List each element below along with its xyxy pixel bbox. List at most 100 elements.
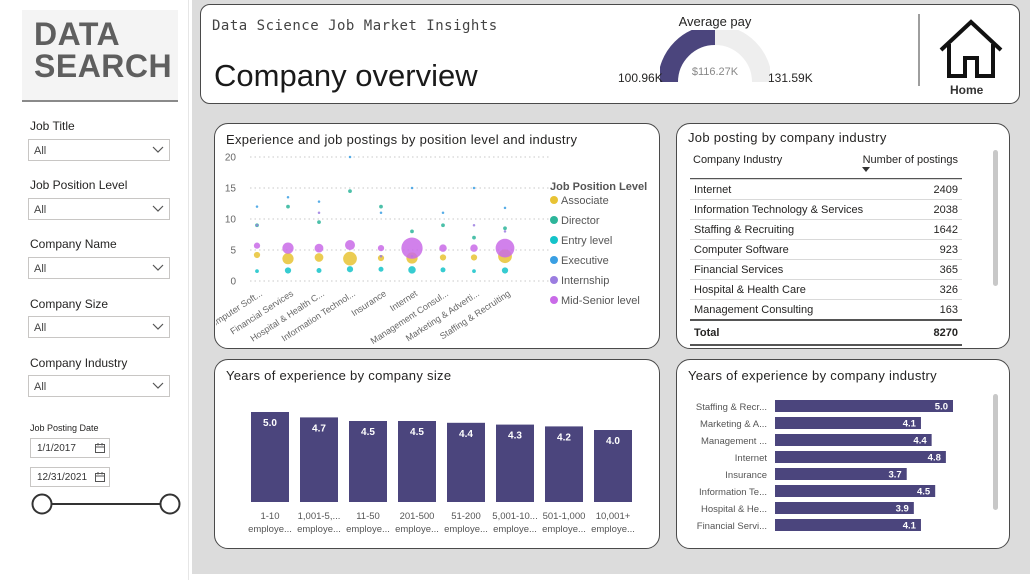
chart-scrollbar[interactable]: [993, 394, 998, 510]
y-tick-label: 0: [230, 277, 236, 288]
y-tick-label: 20: [225, 153, 237, 164]
report-subtitle: Data Science Job Market Insights: [212, 18, 498, 34]
home-button-label[interactable]: Home: [950, 83, 984, 97]
legend-item: Mid-Senior level: [561, 295, 640, 307]
table-row[interactable]: Management Consulting 163: [690, 299, 962, 319]
job-title-value: All: [34, 145, 47, 157]
size-bar-chart: 5.0 1-10 employe... 4.7 1,001-5,... employe..…: [248, 412, 635, 535]
table-row[interactable]: Hospital & Health Care 326: [690, 279, 962, 299]
scatter-point: [410, 229, 414, 234]
scatter-point: [440, 267, 446, 273]
logo-line-1: DATA: [34, 16, 121, 52]
x-category-label: 1,001-5,...: [298, 511, 341, 522]
legend-marker: [550, 216, 558, 224]
filter-label-company-name: Company Name: [30, 237, 117, 251]
bar-value-label: 4.1: [903, 521, 917, 532]
y-category-label: Information Te...: [699, 487, 767, 498]
scatter-point: [495, 238, 515, 258]
table-row[interactable]: Financial Services 365: [690, 259, 962, 279]
scatter-point: [441, 223, 445, 228]
x-category-label-line2: employe...: [248, 524, 292, 535]
job-title-dropdown[interactable]: All: [28, 139, 170, 161]
legend-marker: [550, 276, 558, 284]
industry-chart-title: Years of experience by company industry: [688, 368, 937, 383]
row-postings: 2038: [933, 204, 958, 216]
slider-end-handle[interactable]: [159, 493, 181, 515]
y-category-label: Financial Servi...: [697, 521, 767, 532]
industry-bar: [775, 519, 921, 531]
row-industry: Information Technology & Services: [694, 204, 864, 216]
row-postings: 365: [939, 264, 958, 276]
y-category-label: Internet: [735, 453, 768, 464]
table-row[interactable]: Information Technology & Services 2038: [690, 199, 962, 219]
calendar-icon[interactable]: [95, 472, 105, 482]
home-icon[interactable]: [936, 18, 1006, 80]
x-category-label: 501-1,000: [543, 511, 586, 522]
table-scrollbar[interactable]: [993, 150, 998, 286]
gauge-max-label: 131.59K: [768, 71, 813, 85]
gauge-fill: [660, 30, 716, 83]
column-header-postings[interactable]: Number of postings: [862, 154, 958, 166]
company-size-dropdown[interactable]: All: [28, 316, 170, 338]
scatter-point: [472, 223, 476, 227]
bar-value-label: 4.5: [917, 487, 931, 498]
y-category-label: Insurance: [725, 470, 767, 481]
x-tick-label: Insurance: [349, 288, 388, 318]
logo-line-2: SEARCH: [34, 48, 173, 84]
y-category-label: Management ...: [701, 436, 767, 447]
bar-value-label: 3.9: [896, 504, 909, 515]
company-industry-dropdown[interactable]: All: [28, 375, 170, 397]
size-chart-title: Years of experience by company size: [226, 368, 452, 383]
logo: DATA SEARCH: [22, 10, 178, 102]
scatter-point: [470, 254, 478, 261]
sort-desc-icon[interactable]: [862, 167, 870, 173]
table-total-row: Total 8270: [690, 319, 962, 346]
chevron-down-icon: [152, 264, 164, 271]
industry-bar: [775, 451, 946, 463]
scatter-point: [348, 189, 352, 193]
scatter-point: [343, 251, 357, 266]
scatter-point: [286, 196, 290, 199]
filter-label-company-size: Company Size: [30, 297, 109, 311]
bar-value-label: 4.1: [903, 419, 917, 430]
size-bar: [545, 426, 583, 502]
scatter-point: [472, 269, 476, 273]
column-header-industry[interactable]: Company Industry: [693, 154, 783, 166]
industry-table-card: [676, 123, 1010, 349]
position-level-value: All: [34, 204, 47, 216]
slider-start-handle[interactable]: [31, 493, 53, 515]
scatter-point: [282, 242, 294, 254]
size-bar: [398, 421, 436, 502]
row-industry: Computer Software: [694, 244, 789, 256]
size-bar: [251, 412, 289, 502]
company-name-dropdown[interactable]: All: [28, 257, 170, 279]
legend-item: Director: [561, 215, 600, 227]
size-bar: [496, 424, 534, 502]
scatter-point: [470, 244, 478, 252]
date-range-slider[interactable]: [28, 490, 184, 518]
scatter-title: Experience and job postings by position …: [226, 132, 578, 147]
position-level-dropdown[interactable]: All: [28, 198, 170, 220]
scatter-point: [503, 230, 507, 233]
end-date-input[interactable]: 12/31/2021: [30, 467, 110, 487]
row-industry: Staffing & Recruiting: [694, 224, 795, 236]
x-category-label: 10,001+: [596, 511, 631, 522]
chevron-down-icon: [152, 146, 164, 153]
y-category-label: Staffing & Recr...: [696, 402, 767, 413]
row-postings: 163: [939, 304, 958, 316]
company-size-value: All: [34, 322, 47, 334]
table-row[interactable]: Internet 2409: [690, 179, 962, 199]
calendar-icon[interactable]: [95, 443, 105, 453]
size-bar: [349, 421, 387, 502]
x-category-label-line2: employe...: [542, 524, 586, 535]
scatter-point: [253, 251, 261, 259]
table-row[interactable]: Computer Software 923: [690, 239, 962, 259]
scatter-point: [255, 205, 259, 208]
table-row[interactable]: Staffing & Recruiting 1642: [690, 219, 962, 239]
bar-value-label: 4.8: [928, 453, 941, 464]
industry-bar: [775, 434, 932, 446]
scatter-point: [503, 206, 507, 210]
start-date-input[interactable]: 1/1/2017: [30, 438, 110, 458]
gauge-min-label: 100.96K: [618, 71, 663, 85]
bar-value-label: 4.7: [312, 423, 326, 434]
